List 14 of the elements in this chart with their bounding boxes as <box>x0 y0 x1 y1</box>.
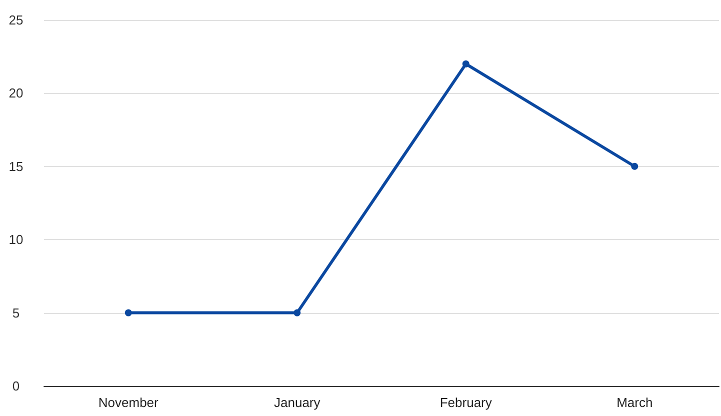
y-tick-label: 25 <box>8 12 24 28</box>
y-tick-label: 5 <box>12 305 20 320</box>
x-tick-label: February <box>440 395 492 410</box>
point <box>294 309 301 316</box>
x-tick-label: March <box>616 395 653 410</box>
y-tick-label: 20 <box>8 86 24 101</box>
y-tick-label: 0 <box>12 378 20 394</box>
y-tick-label: 15 <box>8 158 24 174</box>
point <box>631 162 638 170</box>
y-tick-label: 10 <box>8 232 24 248</box>
point <box>124 309 132 316</box>
x-tick-label: January <box>274 395 321 410</box>
x-tick-label: November <box>98 395 160 410</box>
point <box>462 60 470 68</box>
